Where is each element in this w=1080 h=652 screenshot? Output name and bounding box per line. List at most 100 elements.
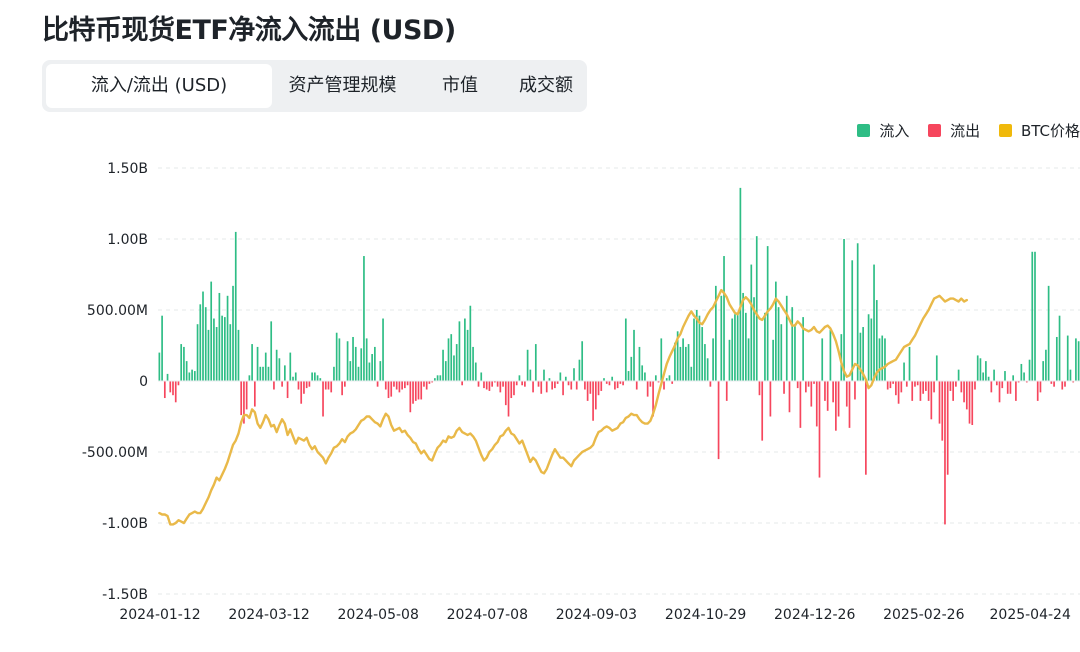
inflow-bar — [873, 264, 875, 381]
outflow-bar — [545, 381, 548, 393]
outflow-bar — [955, 381, 957, 387]
tab-volume[interactable]: 成交额 — [519, 75, 573, 96]
inflow-bar — [630, 356, 633, 381]
outflow-bar — [968, 381, 971, 424]
inflow-bar — [674, 342, 676, 381]
inflow-bar — [335, 332, 338, 381]
tab-inflow-outflow[interactable]: 流入/流出 (USD) — [46, 64, 272, 108]
tab-market-cap[interactable]: 市值 — [442, 75, 478, 96]
tab-aum[interactable]: 资产管理规模 — [288, 75, 397, 96]
outflow-bar — [832, 381, 834, 403]
outflow-bar — [845, 381, 848, 407]
outflow-bar — [488, 381, 491, 391]
legend-inflow[interactable]: 流入 — [857, 120, 909, 141]
legend-outflow[interactable]: 流出 — [928, 120, 980, 141]
inflow-bar — [447, 338, 450, 381]
legend-btc-price-swatch — [998, 124, 1012, 137]
x-tick-label: 2024-05-08 — [338, 607, 419, 623]
inflow-bar — [829, 329, 832, 381]
inflow-bar — [193, 371, 196, 381]
outflow-bar — [412, 381, 414, 404]
inflow-bar — [450, 334, 453, 381]
inflow-bar — [229, 324, 232, 381]
outflow-bar — [1064, 381, 1066, 387]
y-axis: 1.50B 1.00B 500.00M 0 -500.00M -1.00B -1.50B — [82, 161, 148, 603]
inflow-bar — [183, 346, 185, 381]
inflow-bar — [764, 312, 766, 381]
inflow-bar — [365, 338, 368, 381]
inflow-bar — [785, 295, 788, 381]
y-tick-label: 500.00M — [87, 303, 148, 319]
inflow-bar — [207, 329, 210, 381]
outflow-bar — [324, 381, 327, 390]
inflow-bar — [633, 329, 635, 381]
inflow-bar — [1031, 251, 1034, 381]
y-tick-label: -1.50B — [102, 587, 148, 603]
inflow-bar — [881, 335, 884, 381]
outflow-bar — [562, 381, 564, 396]
outflow-bar — [483, 381, 485, 389]
outflow-bar — [554, 381, 556, 389]
inflow-bar — [202, 291, 204, 381]
outflow-bar — [575, 381, 578, 390]
outflow-bar — [253, 381, 256, 407]
y-tick-label: -1.00B — [102, 516, 148, 532]
outflow-bar — [608, 381, 611, 386]
inflow-bar — [529, 369, 532, 381]
inflow-bar — [534, 344, 537, 381]
outflow-bar — [570, 381, 573, 390]
outflow-bar — [900, 381, 903, 393]
outflow-bar — [892, 381, 894, 384]
inflow-bar — [474, 362, 477, 381]
outflow-bar — [308, 381, 311, 387]
outflow-bar — [177, 381, 180, 386]
outflow-bar — [1006, 381, 1009, 394]
outflow-bar — [998, 381, 1001, 403]
outflow-bar — [886, 381, 889, 390]
inflow-bar — [180, 344, 183, 381]
outflow-bar — [788, 381, 791, 413]
inflow-bar — [985, 361, 987, 381]
inflow-bar — [472, 346, 474, 381]
outflow-bar — [600, 381, 603, 391]
outflow-bar — [960, 381, 963, 393]
inflow-bar — [204, 307, 207, 381]
outflow-bar — [649, 381, 652, 387]
outflow-bar — [420, 381, 423, 400]
inflow-bar — [316, 375, 319, 381]
inflow-bar — [698, 315, 701, 381]
outflow-bar — [384, 381, 387, 390]
outflow-bar — [584, 381, 586, 390]
outflow-bar — [393, 381, 395, 387]
outflow-bar — [540, 381, 543, 394]
outflow-bar — [605, 381, 608, 384]
outflow-bar — [163, 381, 166, 399]
outflow-bar — [725, 381, 728, 401]
outflow-bar — [805, 381, 807, 393]
outflow-bar — [485, 381, 488, 390]
outflow-bar — [807, 381, 810, 387]
inflow-bar — [802, 317, 804, 381]
legend-btc-price[interactable]: BTC价格 — [998, 120, 1080, 141]
outflow-bar — [1017, 381, 1020, 383]
outflow-bar — [952, 381, 954, 401]
flow-bars — [158, 187, 1080, 525]
inflow-bar — [780, 324, 783, 381]
outflow-bar — [305, 381, 308, 389]
inflow-bar — [742, 292, 744, 381]
outflow-bar — [521, 381, 524, 386]
inflow-bar — [859, 332, 862, 381]
outflow-bar — [240, 381, 243, 416]
inflow-bar — [360, 348, 363, 381]
outflow-bar — [556, 381, 559, 384]
outflow-bar — [965, 381, 968, 410]
outflow-bar — [273, 381, 275, 390]
outflow-bar — [398, 381, 401, 393]
inflow-bar — [218, 292, 221, 381]
inflow-bar — [453, 355, 455, 381]
outflow-bar — [513, 381, 515, 396]
outflow-bar — [589, 381, 592, 394]
outflow-bar — [245, 381, 248, 410]
inflow-bar — [668, 375, 671, 381]
outflow-bar — [243, 381, 245, 424]
